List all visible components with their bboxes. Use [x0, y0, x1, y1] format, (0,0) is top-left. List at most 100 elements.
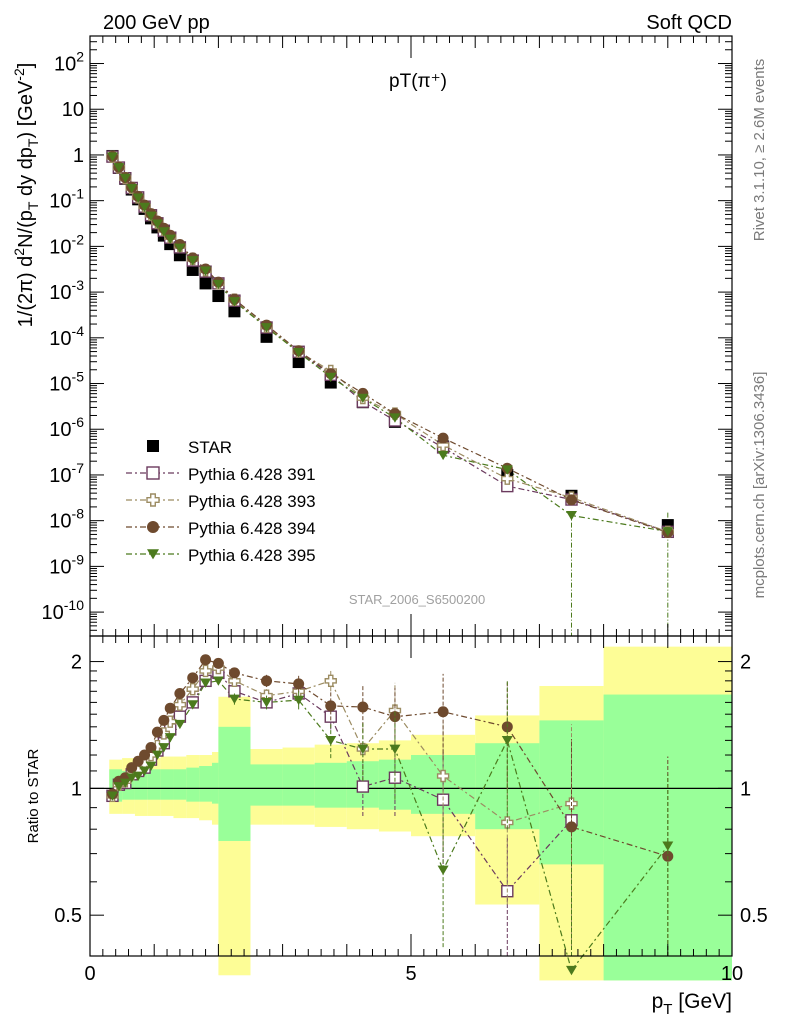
ratio-point-2 [566, 821, 577, 833]
ratio-point-3 [151, 750, 163, 760]
uncertainty-band-inner [160, 769, 174, 800]
data-point-4 [187, 256, 199, 266]
ratio-y-tick-label-right: 2 [740, 652, 751, 674]
legend-label-3: Pythia 6.428 394 [188, 519, 316, 538]
legend-label-4: Pythia 6.428 395 [188, 546, 316, 565]
y-tick-label: 10-6 [49, 414, 84, 441]
uncertainty-band-inner [218, 726, 251, 842]
data-point-4 [437, 450, 449, 461]
data-point-4 [106, 152, 118, 162]
data-point-4 [212, 279, 224, 290]
legend-label-1: Pythia 6.428 391 [188, 465, 316, 484]
ratio-point-1 [199, 664, 212, 678]
ratio-point-3 [261, 697, 273, 708]
side-label-bottom: mcplots.cern.ch [arXiv:1306.3436] [751, 372, 768, 599]
y-tick-label: 10-7 [49, 460, 84, 487]
ratio-point-3 [106, 791, 118, 801]
ratio-point-0 [356, 780, 370, 793]
data-point-3 [566, 494, 577, 506]
data-point-4 [200, 266, 212, 276]
main-panel-frame [89, 35, 733, 637]
y-tick-label: 102 [54, 49, 84, 76]
ratio-y-axis-label: Ratio to STAR [25, 748, 42, 843]
ratio-y-tick-label: 0.5 [54, 905, 82, 927]
data-point-0 [260, 330, 273, 343]
uncertainty-band-inner [199, 766, 212, 802]
uncertainty-band-inner [314, 762, 347, 808]
main-panel-data-layer [106, 149, 674, 636]
uncertainty-band-inner [186, 767, 200, 802]
y-tick-label: 1 [73, 145, 84, 167]
ratio-point-3 [145, 761, 157, 771]
uncertainty-band-inner [173, 769, 187, 800]
data-point-4 [325, 372, 337, 383]
data-point-4 [132, 193, 144, 203]
ratio-point-2 [325, 700, 337, 712]
x-tick-label: 5 [405, 963, 416, 985]
ratio-point-3 [389, 744, 401, 754]
y-tick-label: 10-10 [42, 597, 85, 624]
ratio-point-1 [186, 682, 199, 696]
legend-label-0: STAR [188, 438, 232, 457]
axes-layer: 10-1010-910-810-710-610-510-410-310-210-… [11, 35, 768, 1018]
y-tick-label: 10-2 [49, 231, 84, 258]
ratio-point-2 [200, 654, 212, 666]
side-label-top: Rivet 3.1.10, ≥ 2.6M events [751, 59, 768, 242]
data-point-4 [139, 202, 151, 213]
ratio-point-3 [187, 700, 199, 710]
ratio-y-tick-label-right: 1 [740, 778, 751, 800]
ratio-point-1 [324, 674, 337, 688]
data-point-4 [119, 173, 131, 184]
ratio-point-2 [293, 678, 305, 690]
uncertainty-band-inner [147, 769, 161, 800]
x-tick-label: 10 [721, 963, 743, 985]
y-tick-label: 10-4 [49, 323, 84, 350]
data-point-4 [293, 347, 305, 358]
data-point-4 [151, 219, 163, 229]
legend-label-2: Pythia 6.428 393 [188, 492, 316, 511]
data-point-3 [437, 432, 449, 444]
ratio-point-2 [389, 711, 401, 723]
data-point-2 [501, 472, 514, 485]
data-point-0 [199, 277, 212, 290]
plot-title: pT(π⁺) [389, 71, 447, 92]
data-point-4 [501, 465, 513, 475]
ratio-point-3 [566, 965, 577, 976]
ratio-point-2 [357, 701, 369, 713]
ratio-point-3 [164, 733, 176, 743]
ratio-point-3 [293, 695, 305, 706]
ratio-point-2 [228, 667, 240, 679]
ratio-point-3 [119, 778, 131, 788]
ratio-y-tick-label-right: 0.5 [740, 905, 768, 927]
ratio-point-3 [113, 782, 125, 792]
y-tick-label: 10-9 [49, 551, 84, 578]
data-point-4 [145, 211, 157, 222]
ratio-point-3 [126, 773, 138, 783]
ratio-y-tick-label: 1 [71, 778, 82, 800]
ratio-point-1 [228, 674, 241, 688]
data-point-4 [113, 163, 125, 173]
y-axis-label: 1/(2π) d2N/(pT dy dpT) [GeV-2] [11, 63, 41, 328]
ratio-point-3 [212, 676, 224, 686]
ratio-point-2 [212, 657, 224, 669]
ratio-series-line-2 [111, 659, 668, 857]
y-tick-label: 10 [62, 99, 84, 121]
data-point-4 [164, 234, 176, 244]
data-point-4 [126, 184, 138, 194]
data-point-0 [228, 305, 241, 318]
data-point-4 [174, 243, 186, 253]
y-tick-label: 10-3 [49, 277, 84, 304]
ratio-point-2 [174, 687, 186, 699]
ratio-point-2 [145, 742, 157, 754]
y-tick-label: 10-8 [49, 506, 84, 533]
data-point-0 [212, 290, 225, 303]
x-axis-label: pT [GeV] [652, 990, 732, 1018]
data-point-4 [662, 527, 674, 537]
ratio-point-2 [164, 702, 176, 714]
ratio-point-3 [357, 744, 369, 754]
legend-marker-4 [147, 549, 159, 560]
ratio-point-3 [132, 771, 144, 781]
legend-marker-0 [147, 440, 159, 452]
ratio-point-3 [200, 678, 212, 688]
ratio-point-2 [261, 675, 273, 687]
